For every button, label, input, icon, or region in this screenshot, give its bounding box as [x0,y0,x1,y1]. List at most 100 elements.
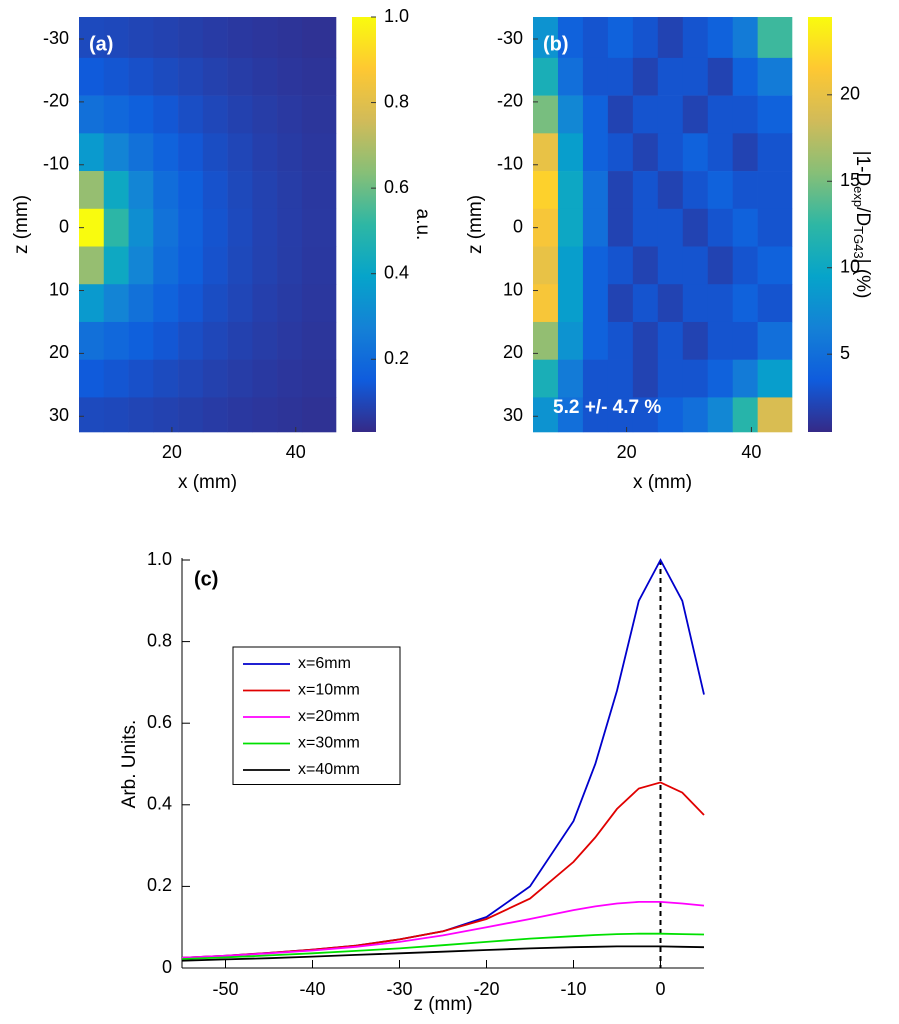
legend-label: x=6mm [298,655,351,672]
series-line [181,932,705,960]
heatmap-cell [128,17,154,59]
annotation: 5.2 +/- 4.7 % [553,397,661,418]
heatmap-cell [682,57,709,96]
heatmap-cell [301,397,337,433]
heatmap-cell [128,284,154,323]
heatmap-cell [202,95,228,134]
heatmap-cell [178,57,204,96]
heatmap-cell [301,284,337,323]
heatmap-cell [227,284,253,323]
y-tick-label: -30 [497,28,523,48]
heatmap-cell [632,95,659,134]
heatmap-cell [153,57,179,96]
legend-label: x=10mm [298,682,360,699]
y-tick-label: -10 [43,154,69,174]
x-tick-label: -20 [473,979,499,999]
heatmap-cell [582,95,609,134]
y-axis-label: Arb. Units. [119,720,140,809]
heatmap-cell [252,246,278,285]
series-line [181,945,705,962]
heatmap-cell [732,17,758,59]
y-tick-label: -30 [43,28,69,48]
heatmap-cell [277,397,303,433]
colorbar-tick-label: 0.4 [384,262,409,282]
heatmap-cell [202,57,228,96]
y-axis-label: z (mm) [11,195,32,254]
heatmap-cell [277,284,303,323]
heatmap-cell [632,284,659,323]
heatmap-cell [533,17,559,59]
heatmap-cell [757,208,793,247]
heatmap-cell [582,321,609,360]
heatmap-cell [707,284,734,323]
heatmap-cell [533,321,559,360]
heatmap-cell [533,284,559,323]
heatmap-cell [682,95,709,134]
heatmap-cell [582,17,609,59]
y-tick-label: -10 [497,154,523,174]
heatmap-cell [557,95,584,134]
heatmap-cell [632,17,659,59]
colorbar-tick-label: 0.2 [384,348,409,368]
heatmap-cell [178,321,204,360]
heatmap-cell [277,208,303,247]
heatmap-cell [227,321,253,360]
heatmap-cell [178,17,204,59]
y-tick-label: 0 [162,957,172,977]
heatmap-cell [301,208,337,247]
heatmap-cell [202,359,228,398]
heatmap-cell [757,321,793,360]
heatmap-cell [632,397,659,433]
heatmap-cell [657,133,684,172]
heatmap-cell [707,397,734,433]
heatmap-cell [202,17,228,59]
heatmap-cell [79,359,105,398]
heatmap-cell [682,133,709,172]
colorbar-tick-label: 10 [840,256,860,276]
heatmap-cell [607,57,634,96]
heatmap-cell [657,208,684,247]
y-tick-label: 1.0 [147,549,172,569]
heatmap-cell [153,133,179,172]
y-tick-label: 0.4 [147,794,172,814]
heatmap-cell [227,359,253,398]
heatmap-cell [632,171,659,210]
x-tick-label: 40 [741,442,761,462]
heatmap-cell [682,397,709,433]
heatmap-cell [79,321,105,360]
heatmap-cell [103,321,129,360]
x-axis-label: x (mm) [178,472,237,493]
heatmap-cell [252,284,278,323]
y-tick-label: -20 [497,91,523,111]
heatmap-cell [682,321,709,360]
heatmap-cell [252,57,278,96]
heatmap-cell [533,246,559,285]
heatmap-cell [252,17,278,59]
colorbar-tick-label: 20 [840,84,860,104]
colorbar-label-part: /D [852,207,873,226]
y-tick-label: 10 [503,279,523,299]
heatmap-cell [607,17,634,59]
heatmap-cell [582,246,609,285]
heatmap-cell [153,284,179,323]
heatmap-cell [657,95,684,134]
heatmap-cell [682,208,709,247]
colorbar-label-part: a.u. [412,209,433,241]
heatmap-cell [128,359,154,398]
heatmap-cell [657,171,684,210]
series-line [181,781,705,959]
heatmap-cell [153,171,179,210]
heatmap-cell [707,208,734,247]
heatmap-cell [632,321,659,360]
heatmap-cell [252,208,278,247]
heatmap-cell [227,17,253,59]
heatmap-cell [252,321,278,360]
heatmap-cell [607,246,634,285]
heatmap-cell [557,171,584,210]
colorbar-label: a.u. [412,209,433,241]
y-tick-label: 0.8 [147,630,172,650]
heatmap-cell [277,359,303,398]
heatmap-cell [707,17,734,59]
heatmap-cell [178,246,204,285]
heatmap-cell [252,95,278,134]
